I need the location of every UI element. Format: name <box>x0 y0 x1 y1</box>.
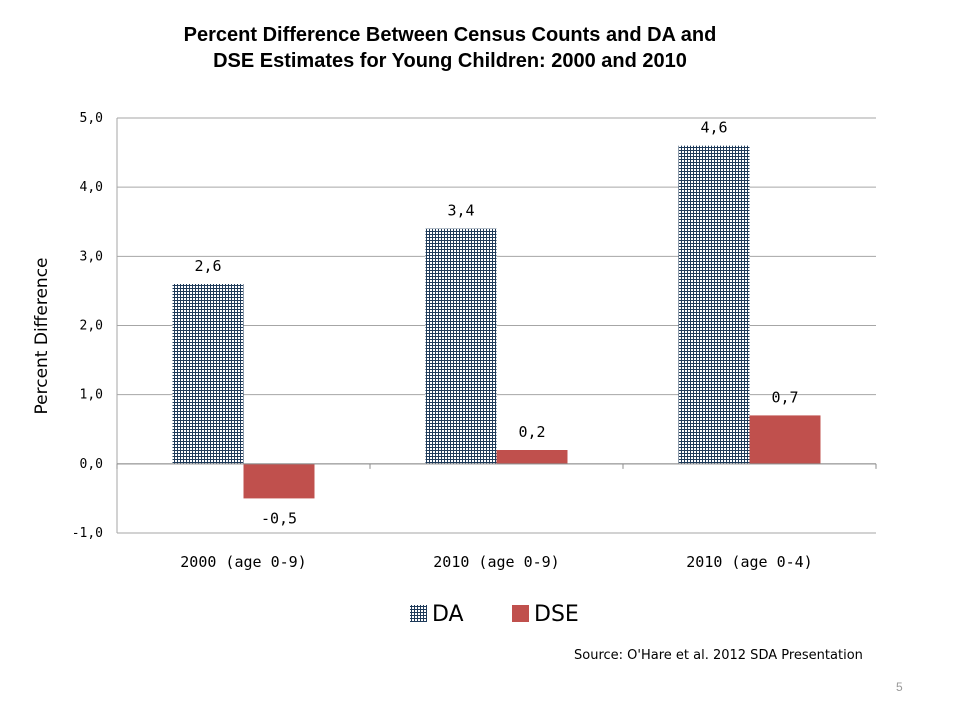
x-tick-label: 2010 (age 0-9) <box>433 553 559 571</box>
y-tick-label: 3,0 <box>80 249 103 264</box>
source-note: Source: O'Hare et al. 2012 SDA Presentat… <box>574 648 863 663</box>
bars <box>172 145 821 499</box>
chart-title: Percent Difference Between Census Counts… <box>0 22 900 74</box>
page-number: 5 <box>896 680 903 694</box>
data-label-da-1: 2,6 <box>194 257 221 275</box>
data-label-da-2: 3,4 <box>447 202 474 220</box>
legend: DA DSE <box>410 602 579 627</box>
y-axis-label: Percent Difference <box>32 257 52 414</box>
legend-label-da: DA <box>432 602 464 627</box>
y-tick-label: 1,0 <box>80 388 103 403</box>
y-tick-label: 0,0 <box>80 457 103 472</box>
x-axis: 2000 (age 0-9) 2010 (age 0-9) 2010 (age 0-… <box>116 463 877 571</box>
legend-swatch-dse <box>512 605 529 622</box>
bar-da-2 <box>425 228 497 464</box>
bar-dse-3 <box>749 415 821 464</box>
data-label-dse-2: 0,2 <box>518 423 545 441</box>
y-tick-label: 2,0 <box>80 319 103 334</box>
bar-dse-2 <box>496 450 568 464</box>
legend-swatch-da <box>410 605 427 622</box>
y-axis: -1,0 0,0 1,0 2,0 3,0 4,0 5,0 <box>72 111 118 541</box>
data-labels: 2,6 -0,5 3,4 0,2 4,6 0,7 <box>194 119 798 528</box>
bar-da-1 <box>172 284 244 464</box>
bar-da-3 <box>678 145 750 464</box>
bar-chart: -1,0 0,0 1,0 2,0 3,0 4,0 5,0 2,6 -0,5 3,4 0,2 4,6 0… <box>32 111 877 627</box>
data-label-da-3: 4,6 <box>700 119 727 137</box>
x-tick-label: 2010 (age 0-4) <box>686 553 812 571</box>
chart-title-line-2: DSE Estimates for Young Children: 2000 a… <box>213 50 687 72</box>
legend-label-dse: DSE <box>534 602 579 627</box>
chart-title-line-1: Percent Difference Between Census Counts… <box>183 24 717 46</box>
data-label-dse-1: -0,5 <box>261 509 297 527</box>
data-label-dse-3: 0,7 <box>771 388 798 406</box>
y-tick-label: 4,0 <box>80 180 103 195</box>
y-tick-label: -1,0 <box>72 526 103 541</box>
bar-dse-1 <box>243 463 315 499</box>
y-tick-label: 5,0 <box>80 111 103 126</box>
x-tick-label: 2000 (age 0-9) <box>180 553 306 571</box>
